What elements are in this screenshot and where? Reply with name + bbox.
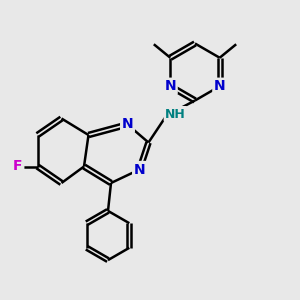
Text: NH: NH <box>165 107 186 121</box>
Text: N: N <box>164 79 176 93</box>
Text: N: N <box>122 118 133 131</box>
Text: F: F <box>13 160 23 173</box>
Text: N: N <box>214 79 226 93</box>
Text: N: N <box>134 163 145 176</box>
